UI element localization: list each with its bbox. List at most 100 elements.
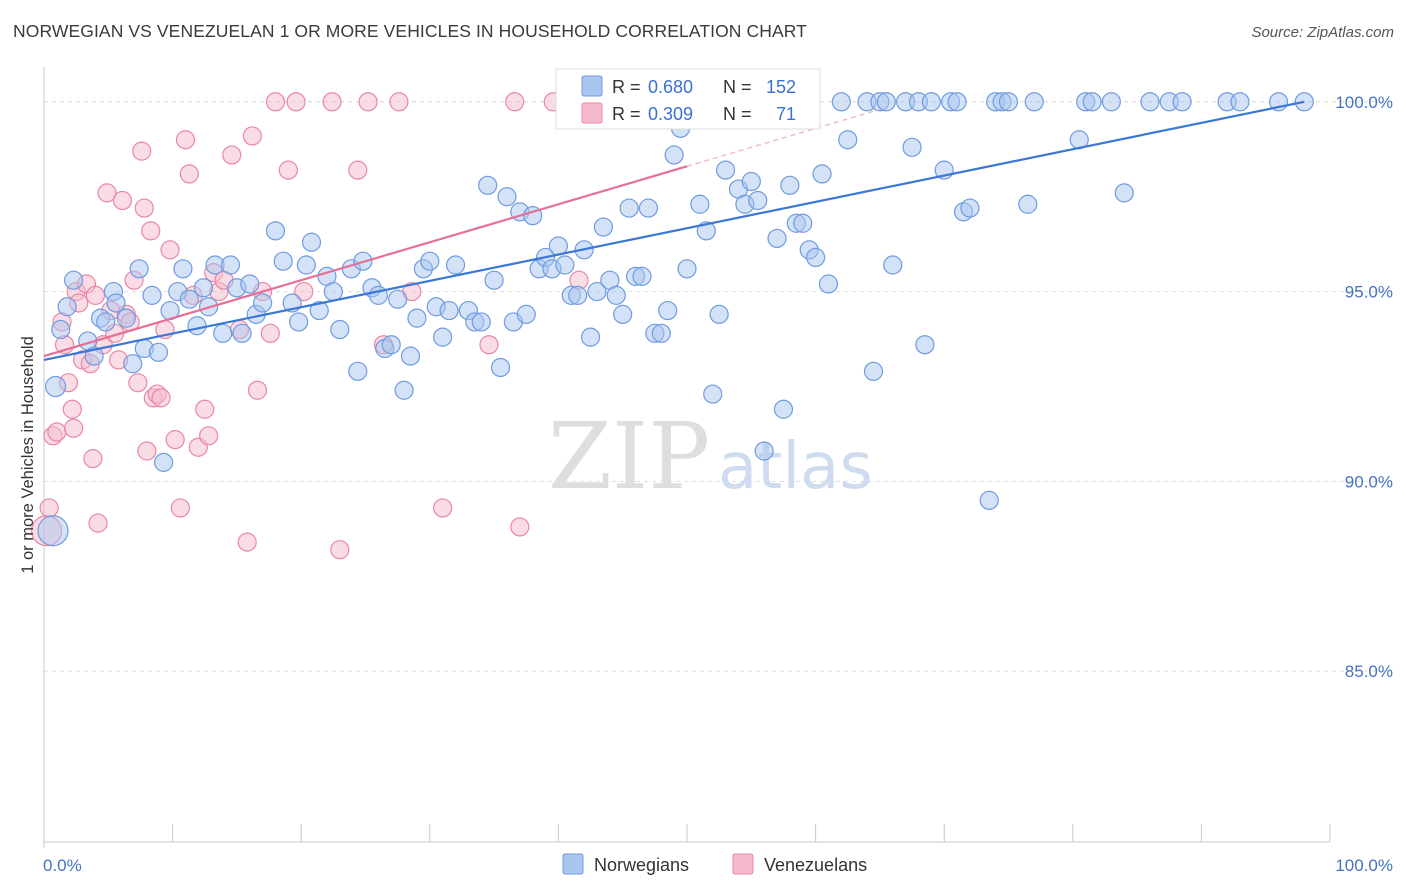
venezuelans-point-7 bbox=[62, 399, 82, 419]
venezuelans-point-57 bbox=[294, 281, 314, 302]
venezuelans-point-58 bbox=[322, 92, 342, 112]
norwegians-point-81 bbox=[593, 217, 614, 237]
norwegians-point-57 bbox=[433, 327, 453, 347]
norwegians-point-66 bbox=[497, 187, 517, 207]
norwegians-point-52 bbox=[400, 346, 421, 366]
norwegians-point-34 bbox=[273, 251, 293, 271]
venezuelans-point-50 bbox=[242, 126, 262, 146]
venezuelans-point-28 bbox=[134, 198, 154, 218]
legend-n-value-1: 152 bbox=[766, 77, 796, 97]
venezuelans-point-22 bbox=[112, 190, 133, 211]
venezuelans-point-14 bbox=[83, 449, 103, 469]
norwegians-point-85 bbox=[619, 198, 639, 218]
y-tick-label-100: 100.0% bbox=[1335, 93, 1393, 112]
venezuelans-trend-extension bbox=[686, 108, 881, 167]
norwegians-point-53 bbox=[407, 308, 427, 328]
legend-r-value-2: 0.309 bbox=[648, 104, 693, 124]
norwegians-point-36 bbox=[289, 312, 309, 332]
x-tick-label-min: 0.0% bbox=[43, 856, 82, 875]
venezuelans-point-38 bbox=[175, 130, 196, 150]
bottom-legend: Norwegians Venezuelans bbox=[562, 853, 867, 875]
norwegians-point-125 bbox=[902, 137, 922, 157]
norwegians-point-134 bbox=[979, 490, 999, 510]
norwegians-point-0 bbox=[37, 515, 69, 547]
norwegians-point-49 bbox=[381, 335, 401, 355]
norwegians-point-112 bbox=[793, 213, 813, 233]
norwegians-point-139 bbox=[1024, 92, 1044, 112]
venezuelans-point-33 bbox=[151, 388, 171, 408]
norwegians-point-142 bbox=[1082, 92, 1102, 112]
norwegians-point-3 bbox=[57, 297, 77, 317]
norwegians-point-143 bbox=[1101, 92, 1121, 112]
norwegians-point-17 bbox=[153, 452, 174, 472]
norwegians-point-32 bbox=[253, 293, 273, 313]
norwegians-point-13 bbox=[129, 259, 149, 279]
y-tick-label-90: 90.0% bbox=[1345, 472, 1393, 491]
norwegians-point-27 bbox=[220, 255, 241, 275]
norwegians-point-33 bbox=[265, 221, 286, 241]
venezuelans-point-1 bbox=[39, 498, 59, 518]
legend-n-label-2: N = bbox=[723, 104, 752, 124]
venezuelans-point-3 bbox=[47, 422, 67, 442]
norwegians-points bbox=[37, 92, 1314, 547]
norwegians-trend-line bbox=[43, 100, 1305, 361]
norwegians-point-131 bbox=[947, 92, 967, 112]
norwegians-point-88 bbox=[638, 198, 659, 218]
norwegians-point-10 bbox=[106, 293, 126, 313]
norwegians-point-145 bbox=[1140, 92, 1160, 112]
norwegians-point-106 bbox=[754, 441, 774, 461]
x-tick-label-max: 100.0% bbox=[1335, 856, 1393, 875]
venezuelans-point-47 bbox=[222, 145, 242, 165]
norwegians-point-21 bbox=[179, 289, 199, 309]
norwegians-point-39 bbox=[309, 300, 329, 321]
venezuelans-point-66 bbox=[479, 335, 499, 355]
trend-lines bbox=[43, 100, 1305, 361]
norwegians-point-69 bbox=[516, 304, 536, 324]
venezuelans-point-26 bbox=[128, 373, 148, 393]
norwegians-point-115 bbox=[812, 164, 832, 184]
venezuelans-point-53 bbox=[260, 323, 280, 343]
norwegians-point-30 bbox=[240, 274, 260, 294]
norwegians-point-2 bbox=[51, 319, 71, 340]
norwegians-point-94 bbox=[677, 259, 697, 279]
norwegians-point-104 bbox=[741, 171, 761, 192]
venezuelans-point-60 bbox=[348, 160, 368, 180]
legend: R = 0.680 N = 152 R = 0.309 N = 71 bbox=[555, 68, 821, 130]
norwegians-point-128 bbox=[921, 92, 941, 112]
axes bbox=[43, 67, 1331, 848]
venezuelans-point-8 bbox=[63, 418, 84, 438]
norwegians-point-97 bbox=[696, 221, 716, 241]
source-label: Source: ZipAtlas.com bbox=[1251, 24, 1394, 41]
norwegians-point-51 bbox=[394, 380, 414, 400]
bottom-legend-venezuelans: Venezuelans bbox=[764, 855, 867, 875]
legend-n-label-1: N = bbox=[723, 77, 752, 97]
y-axis-label: 1 or more Vehicles in Household bbox=[19, 336, 37, 574]
venezuelans-point-30 bbox=[141, 221, 161, 241]
norwegians-point-117 bbox=[831, 92, 851, 112]
venezuelans-point-56 bbox=[286, 92, 306, 112]
norwegians-point-114 bbox=[805, 247, 826, 268]
norwegians-point-77 bbox=[568, 285, 588, 305]
norwegians-point-16 bbox=[148, 342, 169, 362]
venezuelans-point-15 bbox=[85, 285, 106, 305]
norwegians-point-1 bbox=[44, 375, 67, 398]
norwegians-point-110 bbox=[780, 175, 800, 195]
venezuelans-point-27 bbox=[132, 141, 152, 161]
norwegians-point-100 bbox=[715, 160, 736, 180]
norwegians-point-8 bbox=[96, 312, 116, 332]
norwegians-point-120 bbox=[863, 361, 884, 381]
venezuelans-point-68 bbox=[510, 517, 530, 537]
venezuelans-point-65 bbox=[433, 498, 453, 518]
y-tick-labels: 85.0% 90.0% 95.0% 100.0% bbox=[1335, 93, 1393, 681]
norwegians-point-116 bbox=[818, 274, 839, 294]
norwegians-point-92 bbox=[664, 145, 684, 165]
venezuelans-trend-line bbox=[43, 165, 688, 358]
venezuelans-point-61 bbox=[358, 92, 378, 112]
venezuelans-point-51 bbox=[247, 380, 268, 400]
norwegians-point-149 bbox=[1230, 92, 1250, 112]
bottom-legend-swatch-norwegians bbox=[562, 853, 584, 875]
norwegians-point-133 bbox=[960, 198, 980, 218]
norwegians-point-55 bbox=[420, 251, 440, 271]
venezuelans-point-42 bbox=[195, 399, 215, 419]
